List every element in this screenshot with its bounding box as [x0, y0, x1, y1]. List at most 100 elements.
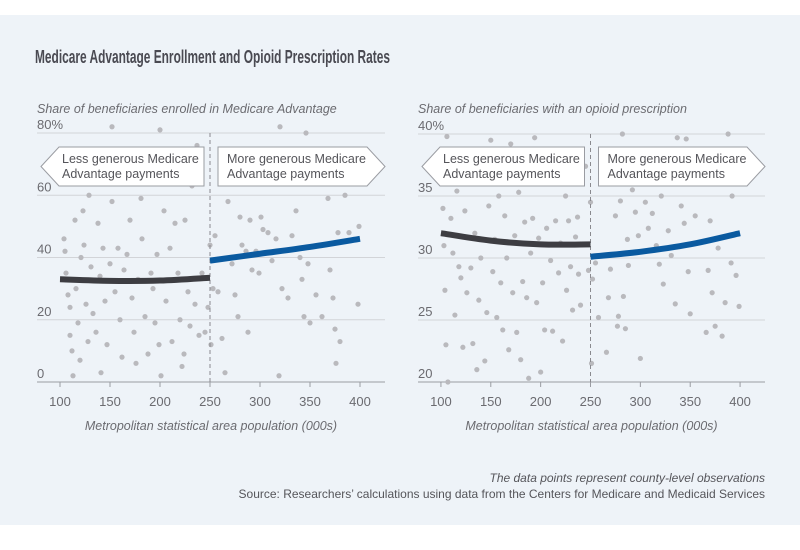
data-point	[181, 351, 187, 357]
data-point	[622, 326, 629, 332]
data-point	[728, 260, 734, 266]
data-point	[444, 133, 450, 140]
data-point	[470, 340, 476, 347]
data-point	[496, 193, 502, 199]
data-point	[142, 314, 148, 320]
less-generous-callout	[40, 146, 205, 187]
data-point	[450, 250, 456, 256]
data-point	[674, 135, 680, 141]
data-point	[70, 373, 76, 379]
data-point	[567, 264, 574, 270]
data-point	[88, 264, 94, 270]
data-point	[442, 287, 448, 293]
data-point	[175, 270, 181, 276]
data-point	[277, 124, 283, 130]
data-point	[649, 210, 655, 216]
data-point	[656, 261, 662, 267]
more-generous-label: More generous Medicare	[608, 152, 747, 166]
data-point	[61, 236, 67, 242]
data-point	[325, 195, 331, 201]
less-generous-callout	[421, 146, 586, 187]
more-generous-label: Advantage payments	[227, 167, 344, 181]
data-point	[709, 290, 715, 296]
x-tick-label: 200	[530, 394, 552, 409]
y-tick-label: 20	[37, 304, 51, 319]
data-point	[565, 218, 572, 224]
data-point	[722, 300, 728, 306]
data-point	[524, 295, 530, 301]
data-point	[642, 199, 648, 205]
data-point	[516, 189, 522, 195]
data-point	[172, 220, 178, 226]
y-axis-label: Share of beneficiaries with an opioid pr…	[418, 102, 687, 116]
less-generous-label: Less generous Medicare	[62, 152, 199, 166]
data-point	[486, 203, 492, 209]
data-point	[619, 131, 626, 137]
data-point	[107, 261, 113, 267]
data-point	[219, 335, 225, 342]
data-point	[624, 236, 630, 242]
data-point	[574, 214, 581, 220]
data-point	[303, 130, 309, 136]
data-point	[196, 332, 202, 338]
data-point	[620, 293, 627, 300]
data-point	[289, 233, 295, 239]
data-point	[488, 137, 494, 143]
data-point	[63, 270, 69, 276]
data-point	[131, 329, 137, 335]
data-point	[476, 297, 482, 303]
data-point	[603, 349, 610, 355]
data-point	[62, 248, 68, 254]
data-point	[707, 218, 713, 224]
data-point	[346, 230, 352, 236]
data-point	[81, 242, 87, 248]
data-point	[215, 289, 221, 295]
data-point	[265, 230, 271, 236]
data-point	[577, 302, 584, 308]
data-point	[502, 213, 508, 219]
data-point	[145, 351, 151, 357]
data-point	[148, 270, 154, 276]
data-point	[719, 333, 725, 339]
data-point	[544, 225, 550, 231]
data-point	[528, 250, 534, 256]
data-point	[625, 262, 631, 269]
data-point	[534, 300, 540, 306]
x-tick-label: 300	[630, 394, 652, 409]
data-point	[157, 127, 163, 133]
data-point	[245, 329, 251, 335]
data-point	[614, 323, 621, 329]
data-point	[169, 338, 175, 345]
footer-note: The data points represent county-level o…	[490, 471, 766, 485]
x-tick-label: 100	[49, 394, 71, 409]
data-point	[337, 338, 343, 345]
x-tick-label: 350	[299, 394, 321, 409]
data-point	[100, 245, 106, 251]
data-point	[725, 131, 731, 137]
data-point	[129, 295, 135, 301]
y-tick-label: 0	[37, 366, 44, 381]
data-point	[484, 309, 490, 316]
data-point	[102, 298, 108, 304]
data-point	[617, 198, 624, 204]
data-point	[293, 208, 299, 214]
data-point	[249, 267, 255, 273]
data-point	[538, 369, 544, 375]
data-point	[150, 286, 156, 292]
data-point	[222, 370, 228, 376]
data-point	[559, 338, 566, 344]
data-point	[678, 203, 684, 209]
data-point	[235, 314, 241, 320]
data-point	[518, 357, 524, 363]
more-generous-callout	[217, 146, 386, 187]
data-point	[93, 329, 99, 335]
data-point	[152, 320, 158, 326]
data-point	[247, 217, 253, 223]
data-point	[199, 270, 205, 276]
data-point	[440, 205, 446, 211]
data-point	[73, 286, 79, 292]
data-point	[458, 275, 464, 281]
y-tick-label: 25	[418, 304, 432, 319]
y-tick-label: 35	[418, 180, 432, 195]
data-point	[562, 193, 569, 199]
